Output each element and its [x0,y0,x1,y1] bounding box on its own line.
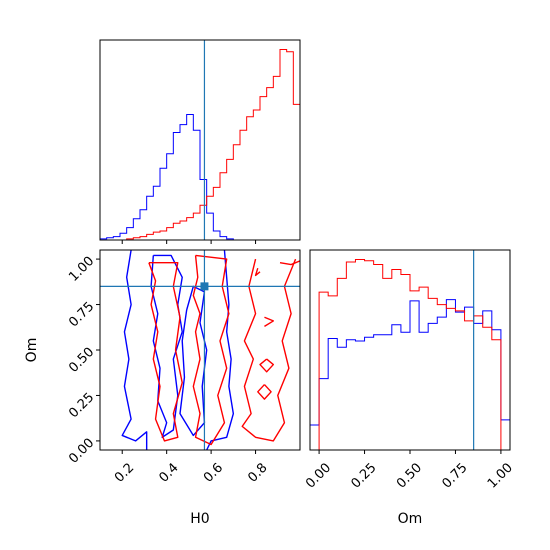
y-tick-label: 1.00 [66,254,97,285]
hist-om-xticks: 0.00 0.25 0.50 0.75 1.00 [303,450,516,492]
hist-om-series-0 [309,299,511,450]
panel-hist-h0 [99,39,301,244]
hist-h0-series-0 [99,114,300,241]
contour-line [279,260,300,266]
contour-line [179,285,208,437]
hist-h0-series-1 [100,49,301,241]
x-tick-label: 1.00 [485,460,516,491]
panel-contour-h0-om: 0.2 0.4 0.6 0.8 0.00 0.25 0.50 0.75 1.00 H0 Om [24,249,301,527]
contour-line [259,358,275,373]
y-tick-label: 0.50 [66,345,97,376]
contour-ylabel: Om [24,338,40,363]
x-tick-label: 0.4 [156,460,181,485]
hist-h0-frame [99,39,301,241]
x-tick-label: 0.50 [394,460,425,491]
hist-h0-series-group [99,49,301,241]
contour-line [206,250,235,450]
contour-truth-group [100,250,300,450]
contour-line [148,262,183,442]
x-tick-label: 0.00 [303,460,334,491]
hist-h0-xticks [121,240,257,244]
hist-om-xlabel: Om [398,511,423,527]
y-tick-label: 0.75 [66,299,97,330]
contour-xlabel: H0 [190,511,209,527]
contour-line [241,258,297,442]
x-tick-label: 0.25 [349,460,380,491]
contour-line [150,254,183,438]
x-tick-label: 0.2 [112,460,137,485]
y-tick-label: 0.25 [66,390,97,421]
x-tick-label: 0.8 [245,460,270,485]
x-tick-label: 0.75 [439,460,470,491]
hist-om-series-group [309,259,511,450]
contour-line [192,254,230,446]
contour-series-group [121,250,300,450]
contour-line [254,267,261,277]
contour-line [257,384,272,400]
contour-xticks: 0.2 0.4 0.6 0.8 [112,450,271,486]
contour-yticks: 0.00 0.25 0.50 0.75 1.00 [66,254,100,467]
contour-truth-marker [200,282,209,291]
panel-hist-om: 0.00 0.25 0.50 0.75 1.00 Om [303,249,516,527]
contour-line [264,316,275,327]
y-tick-label: 0.00 [66,436,97,467]
contour-line [121,250,148,450]
x-tick-label: 0.6 [201,460,226,485]
